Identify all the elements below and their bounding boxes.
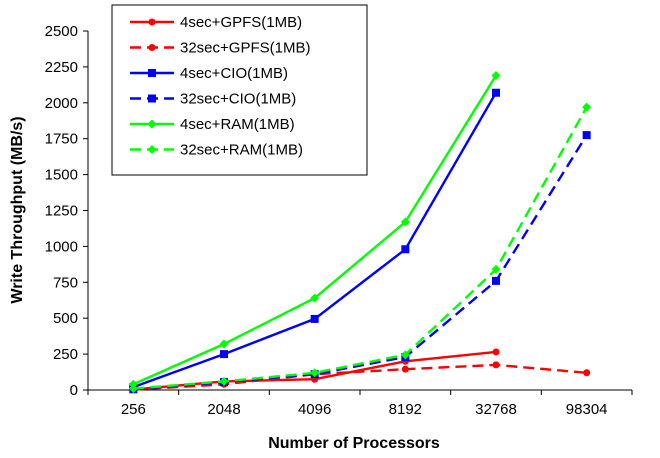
legend-label: 4sec+GPFS(1MB)	[180, 14, 302, 31]
y-tick-label: 750	[53, 274, 78, 291]
legend-label: 32sec+CIO(1MB)	[180, 91, 296, 108]
legend-swatch-marker	[148, 18, 156, 26]
y-tick-label: 250	[53, 346, 78, 363]
x-tick-label: 256	[121, 401, 146, 418]
y-tick-label: 1250	[45, 203, 78, 220]
data-point-series-3	[220, 350, 228, 359]
legend-swatch-marker	[147, 145, 157, 154]
data-point-series-6	[310, 368, 320, 378]
data-point-series-4	[582, 131, 591, 140]
series-line-2	[133, 363, 587, 391]
data-point-series-5	[491, 71, 501, 81]
x-tick-label: 2048	[207, 401, 240, 418]
x-tick-label: 8192	[389, 401, 422, 418]
x-tick-label: 98304	[566, 401, 608, 418]
y-tick-label: 500	[53, 310, 78, 327]
y-tick-label: 1750	[45, 131, 78, 148]
y-axis-title: Write Throughput (MB/s)	[9, 116, 26, 303]
legend: 4sec+GPFS(1MB) 32sec+GPFS(1MB) 4sec+CIO(1M…	[111, 4, 368, 176]
legend-label: 32sec+GPFS(1MB)	[180, 40, 310, 57]
data-point-series-2	[492, 361, 500, 369]
y-tick-label: 2250	[45, 59, 78, 76]
data-point-series-3	[310, 314, 319, 323]
y-tick-label: 2000	[45, 95, 78, 112]
x-tick-label: 4096	[298, 401, 331, 418]
data-point-series-5	[219, 339, 229, 349]
data-point-series-1	[492, 348, 500, 356]
y-tick-label: 2500	[45, 23, 78, 40]
legend-label: 32sec+RAM(1MB)	[180, 142, 303, 159]
legend-swatch-marker	[148, 44, 156, 51]
plot-area: 0 250 500 750 1000 1250 1500 1750 2000 2250 2500 25…	[45, 23, 633, 418]
data-point-series-3	[492, 88, 500, 97]
data-point-series-6	[219, 376, 229, 386]
x-axis-title: Number of Processors	[268, 435, 440, 452]
x-tick-label: 32768	[475, 401, 517, 418]
data-point-series-2	[401, 365, 409, 373]
data-point-series-5	[310, 293, 320, 303]
data-point-series-6	[491, 264, 501, 274]
legend-swatch-marker	[147, 119, 157, 129]
legend-swatch-marker	[148, 94, 156, 103]
legend-label: 4sec+RAM(1MB)	[180, 116, 295, 133]
y-tick-label: 0	[70, 382, 78, 399]
data-point-series-6	[128, 384, 138, 394]
data-point-series-5	[400, 217, 410, 227]
legend-swatch-marker	[148, 69, 156, 77]
data-point-series-4	[492, 276, 500, 285]
data-point-series-3	[401, 245, 410, 254]
legend-box	[111, 4, 368, 176]
legend-label: 4sec+CIO(1MB)	[180, 65, 288, 82]
y-tick-label: 1500	[45, 167, 78, 184]
data-point-series-6	[400, 350, 410, 360]
y-tick-label: 1000	[45, 238, 78, 255]
data-point-series-2	[583, 369, 591, 377]
data-point-series-6	[582, 102, 592, 112]
series-line-6	[133, 106, 588, 390]
